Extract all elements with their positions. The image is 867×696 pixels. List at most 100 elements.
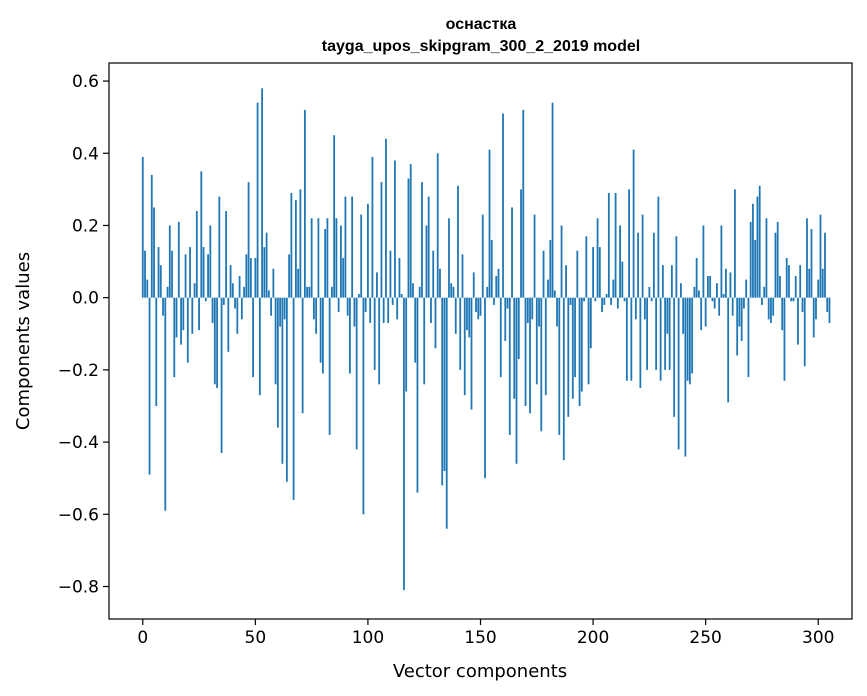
bar-60 [276,297,279,428]
bar-189 [567,297,570,417]
bar-168 [520,189,522,298]
y-tick-label: 0.4 [72,144,99,164]
bar-56 [267,290,270,298]
bar-1 [144,250,146,298]
bar-219 [634,297,637,320]
bar-213 [621,261,624,298]
bar-266 [740,297,743,341]
bar-282 [776,221,779,298]
bar-73 [306,286,309,298]
bar-107 [382,297,385,323]
bar-82 [326,218,329,298]
x-axis-label: Vector components [393,661,567,682]
bar-243 [688,297,691,385]
bar-4 [150,174,153,298]
bar-157 [495,276,498,298]
bar-77 [315,297,318,334]
bar-122 [416,297,419,493]
bar-160 [502,113,504,298]
bar-97 [360,214,363,298]
x-tick-label: 50 [245,628,267,648]
bar-36 [222,297,225,305]
bar-124 [421,182,423,298]
bar-45 [243,286,245,298]
bar-223 [643,297,646,320]
bar-187 [562,297,565,461]
bar-series [141,88,831,591]
x-tick-label: 0 [137,628,148,648]
bar-76 [312,297,315,320]
bar-220 [637,232,640,298]
bar-58 [272,268,275,298]
bar-186 [560,225,563,298]
bar-74 [308,286,311,298]
bar-262 [731,297,734,316]
bar-293 [801,297,804,313]
bar-167 [517,297,520,360]
bar-290 [794,276,797,298]
bar-212 [619,225,621,298]
bar-200 [592,247,594,298]
bar-113 [396,297,399,320]
bar-201 [594,297,597,302]
bar-270 [749,221,752,298]
bar-289 [792,297,795,302]
bar-148 [475,297,477,313]
bar-247 [698,290,700,298]
bar-170 [524,297,527,406]
bar-38 [227,297,230,352]
bar-132 [439,268,441,298]
bar-50 [254,257,257,298]
bar-27 [202,247,205,298]
bar-61 [279,297,282,327]
bar-176 [538,297,540,327]
bar-19 [184,254,187,298]
bar-192 [574,297,576,378]
bar-205 [603,297,606,305]
bar-279 [770,297,772,323]
bar-95 [355,297,358,450]
bar-153 [486,286,489,298]
bar-103 [373,297,376,370]
bar-106 [380,182,383,298]
bar-20 [186,297,189,363]
bar-272 [754,239,757,298]
bar-8 [159,265,162,298]
bar-84 [331,286,333,298]
bar-258 [722,294,725,298]
bar-268 [745,279,748,298]
bar-285 [783,297,786,381]
bar-68 [294,200,297,298]
bar-83 [328,297,331,435]
bar-242 [686,297,689,381]
bar-158 [497,268,500,298]
bar-271 [752,203,754,298]
bar-241 [684,297,687,457]
bar-69 [297,268,300,298]
bar-273 [756,196,759,298]
bar-184 [556,297,558,327]
bar-155 [490,239,493,298]
bar-22 [191,297,194,334]
bar-31 [211,297,214,323]
bar-199 [589,297,592,349]
bar-180 [547,279,549,298]
bar-137 [450,283,453,298]
bar-24 [195,211,198,298]
bar-18 [182,297,185,331]
bar-30 [209,225,212,298]
bar-302 [821,268,824,298]
bar-256 [718,297,721,316]
bar-65 [288,254,291,298]
bar-237 [675,236,678,298]
bar-48 [249,257,252,298]
bar-85 [333,135,336,298]
bar-269 [747,297,750,378]
bar-222 [641,214,644,298]
bar-257 [720,225,723,298]
bar-33 [216,297,218,388]
bar-28 [204,297,207,302]
bar-303 [824,232,826,298]
bar-100 [367,203,369,298]
